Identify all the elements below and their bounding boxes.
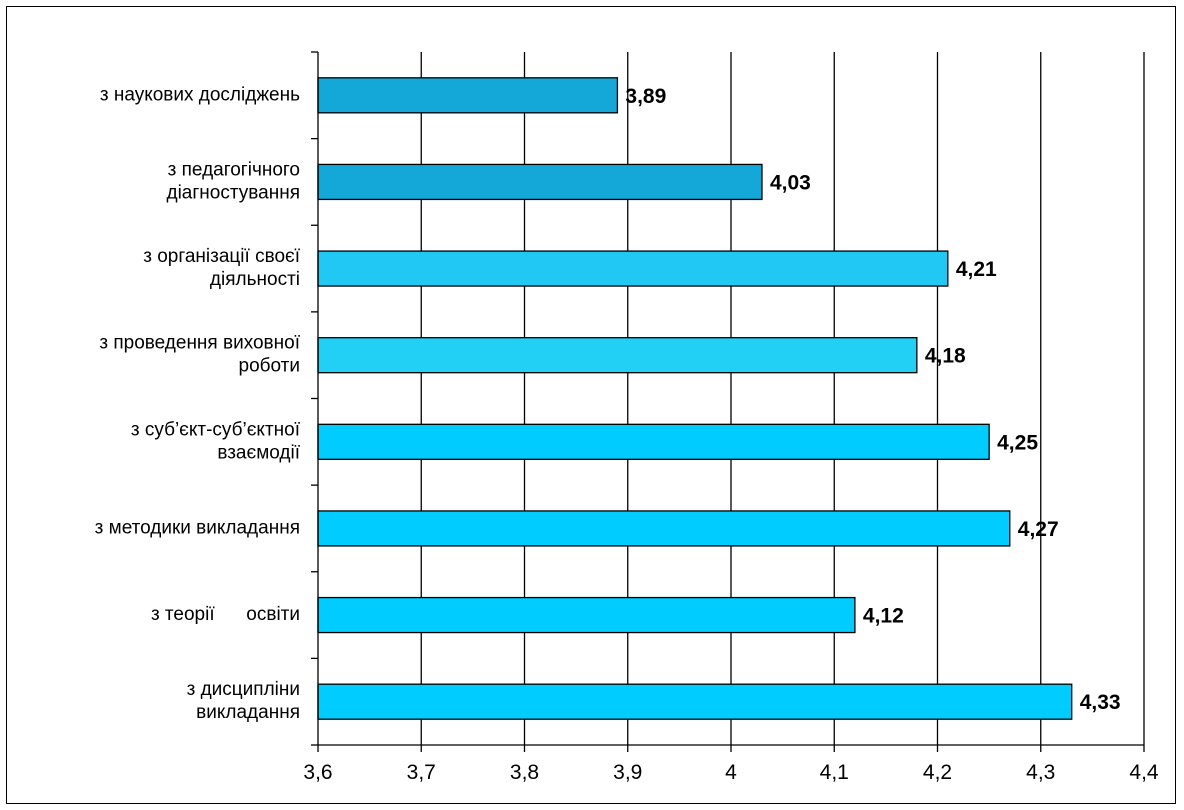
- category-labels: з наукових досліджень з педагогічного діаг…: [95, 84, 301, 723]
- gridlines: [420, 52, 1145, 745]
- category-label-line: діяльності: [210, 269, 300, 290]
- category-label-line: роботи: [239, 356, 300, 377]
- category-label-line: з методики викладання: [95, 517, 300, 538]
- category-label-line: з проведення виховної: [99, 333, 300, 354]
- x-tick-label: 4: [725, 761, 737, 784]
- axes: [311, 51, 1145, 752]
- bar: [317, 163, 763, 201]
- category-label-line: з дисципліни: [187, 679, 300, 700]
- value-label: 4,25: [997, 431, 1038, 454]
- value-labels: 3,89 4,03 4,21 4,18 4,25 4,27 4,12 4,33: [625, 85, 1120, 714]
- x-tick-labels: 3,6 3,7 3,8 3,9 4 4,1 4,2 4,3 4,4: [303, 761, 1159, 784]
- x-tick-label: 3,9: [613, 761, 642, 784]
- x-tick-label: 3,7: [407, 761, 436, 784]
- chart-frame: [6, 6, 1176, 804]
- x-tick-label: 4,2: [923, 761, 952, 784]
- bar: [317, 683, 1073, 720]
- value-label: 4,12: [863, 605, 904, 628]
- bar: [317, 423, 990, 460]
- category-label: з наукових досліджень: [100, 84, 300, 105]
- category-label: з дисципліни викладання: [187, 679, 300, 723]
- category-label: з теорії освіти: [151, 604, 300, 625]
- category-label: з суб’єкт-суб’єктної взаємодії: [131, 419, 301, 463]
- value-label: 4,33: [1080, 691, 1121, 714]
- category-label-line: викладання: [196, 702, 300, 723]
- category-label: з методики викладання: [95, 517, 300, 538]
- x-tick-label: 4,1: [820, 761, 849, 784]
- x-tick-label: 4,3: [1026, 761, 1055, 784]
- bar: [317, 510, 1011, 547]
- bar: [317, 596, 856, 634]
- category-label-line: з теорії освіти: [151, 604, 300, 625]
- category-label-line: з суб’єкт-суб’єктної: [131, 419, 301, 440]
- category-label-line: з наукових досліджень: [100, 84, 300, 105]
- value-label: 4,03: [770, 171, 811, 194]
- bar: [317, 77, 619, 114]
- x-tick-label: 3,6: [303, 761, 332, 784]
- bars: [317, 77, 1073, 720]
- category-label: з організації своєї діяльності: [143, 246, 300, 290]
- category-label-line: взаємодії: [217, 442, 300, 463]
- category-label: з педагогічного діагностування: [166, 159, 300, 203]
- value-label: 4,18: [925, 345, 966, 368]
- x-tick-label: 4,4: [1129, 761, 1159, 784]
- category-label-line: діагностування: [166, 182, 300, 203]
- value-label: 4,21: [956, 258, 997, 281]
- category-label-line: з педагогічного: [168, 159, 300, 180]
- category-label: з проведення виховної роботи: [99, 333, 300, 377]
- bar: [317, 250, 949, 287]
- bar: [317, 337, 918, 374]
- value-label: 3,89: [625, 85, 666, 108]
- x-tick-label: 3,8: [510, 761, 539, 784]
- category-label-line: з організації своєї: [143, 246, 300, 267]
- value-label: 4,27: [1018, 518, 1059, 541]
